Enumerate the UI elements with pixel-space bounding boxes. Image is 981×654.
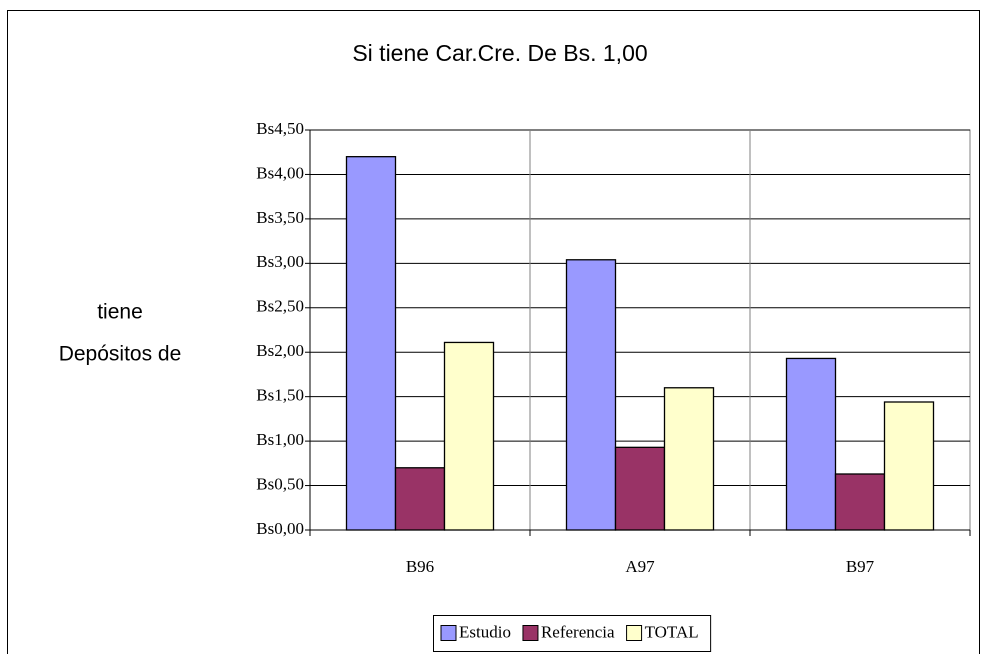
bar: [443, 341, 495, 531]
bar: [394, 467, 446, 531]
x-tick-label: B97: [846, 557, 875, 576]
bar: [614, 446, 666, 531]
y-tick-label: Bs0,00: [256, 519, 304, 538]
y-tick-label: Bs4,00: [256, 163, 304, 182]
bar: [883, 401, 935, 531]
y-tick-label: Bs1,00: [256, 430, 304, 449]
bar: [834, 473, 886, 531]
y-tick-label: Bs3,00: [256, 252, 304, 271]
legend: [433, 615, 712, 652]
legend-swatch: [626, 625, 643, 641]
x-tick-label: B96: [406, 557, 434, 576]
legend-label: Referencia: [541, 622, 615, 641]
legend-swatch: [440, 625, 457, 641]
legend-label: TOTAL: [645, 622, 699, 641]
y-axis-label: Depósitos de: [59, 343, 182, 366]
y-tick-label: Bs2,50: [256, 297, 304, 316]
bar: [565, 259, 617, 531]
y-axis-label: tiene: [97, 301, 143, 324]
bar: [663, 387, 715, 531]
bar: [785, 357, 837, 531]
chart-title: Si tiene Car.Cre. De Bs. 1,00: [352, 40, 647, 66]
legend-swatch: [522, 625, 539, 641]
bar: [345, 156, 397, 531]
legend-label: Estudio: [459, 622, 511, 641]
y-tick-label: Bs4,50: [256, 119, 304, 138]
y-tick-label: Bs1,50: [256, 386, 304, 405]
y-tick-label: Bs3,50: [256, 208, 304, 227]
x-tick-label: A97: [625, 557, 655, 576]
y-tick-label: Bs0,50: [256, 474, 304, 493]
y-tick-label: Bs2,00: [256, 341, 304, 360]
